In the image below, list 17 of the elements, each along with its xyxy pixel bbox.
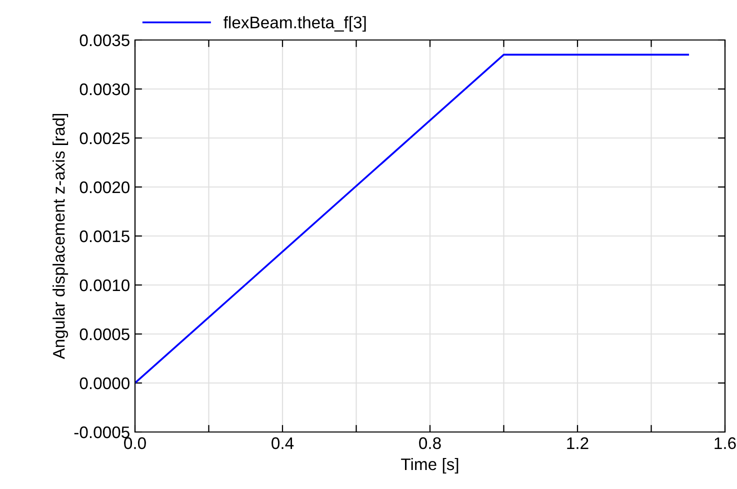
y-tick-label: 0.0020 — [80, 181, 130, 194]
y-tick-label: 0.0015 — [80, 230, 130, 242]
x-tick-label: 0.8 — [419, 437, 441, 450]
x-tick-label: 1.2 — [567, 437, 588, 449]
x-tick-label: 0.0 — [124, 437, 146, 450]
y-axis-title: Angular displacement z-axis [rad] — [52, 114, 68, 360]
legend-label: flexBeam.theta_f[3] — [224, 16, 366, 32]
y-tick-label: 0.0035 — [80, 34, 130, 46]
y-tick-label: 0.0000 — [80, 377, 130, 390]
y-tick-label: 0.0005 — [80, 328, 130, 340]
x-tick-label: 1.6 — [714, 437, 736, 450]
x-tick-label: 0.4 — [272, 437, 294, 450]
y-tick-label: 0.0010 — [80, 279, 130, 292]
y-tick-label: -0.0005 — [74, 426, 130, 438]
y-tick-label: 0.0030 — [80, 83, 130, 96]
x-axis-title: Time [s] — [401, 458, 458, 474]
y-tick-label: 0.0025 — [80, 132, 130, 144]
